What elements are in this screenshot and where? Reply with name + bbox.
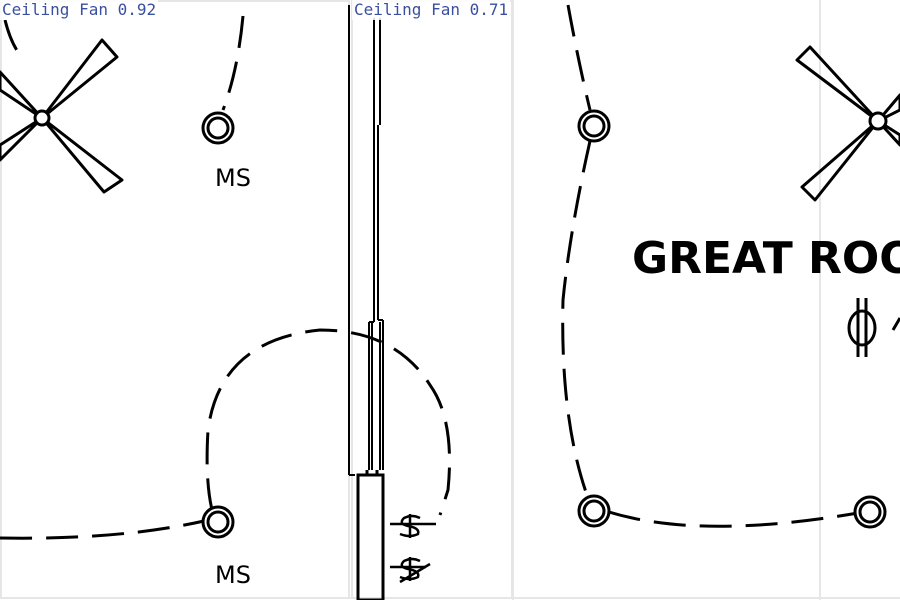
ceiling-fan-right-icon [795, 45, 900, 202]
wall-lines [348, 5, 384, 476]
switch-label-ms-top: MS [215, 164, 251, 192]
detection-label-fan-1: Ceiling Fan 0.92 [0, 0, 159, 20]
detection-label-fan-2: Ceiling Fan 0.71 [352, 0, 511, 20]
switch-symbol-far-right [853, 495, 887, 529]
switch-symbol-top-left [201, 111, 235, 145]
door-jamb [356, 470, 385, 600]
switch-label-ms-bottom: MS [215, 561, 251, 589]
switch-leg-dashed-lines [0, 4, 859, 540]
wall-switch-symbols [390, 514, 436, 584]
ceiling-fan-left-icon [0, 38, 124, 194]
switch-symbol-right-bottom [577, 494, 611, 528]
switch-symbol-bottom-left [201, 505, 235, 539]
duplex-outlet-icon [847, 298, 900, 357]
switch-symbols [201, 109, 887, 539]
switch-symbol-right-top [577, 109, 611, 143]
room-name-label: GREAT ROO [632, 233, 900, 284]
